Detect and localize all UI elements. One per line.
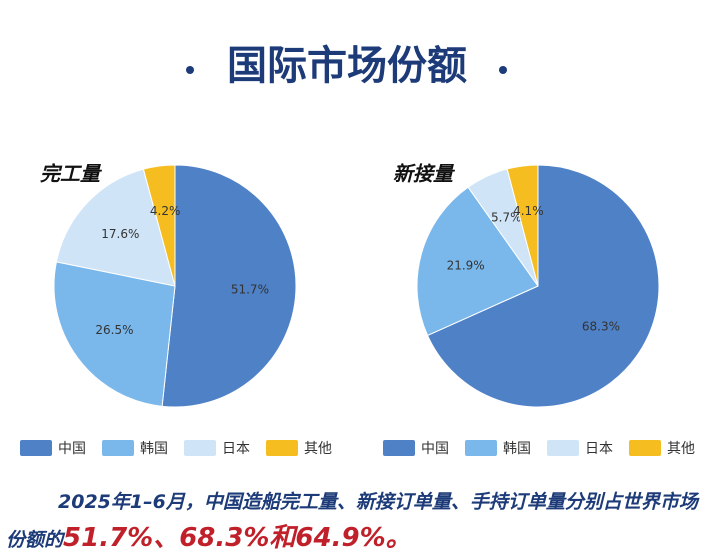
value-label: 51.7% [231, 283, 269, 297]
pie-slice [142, 164, 176, 287]
pie-slice [416, 186, 539, 337]
pie-slice [55, 168, 176, 287]
pie-slice [426, 164, 660, 408]
legend-swatch [184, 440, 216, 456]
chart: 国际市场份额 完工量 51.7% 26.5% 17.6% 4.2% 中国 韩国 日本 其他 新接量… [20, 43, 695, 457]
legend-label: 韩国 [503, 441, 531, 457]
legend-label: 日本 [222, 441, 250, 457]
value-label: 21.9% [447, 259, 485, 273]
legend-label: 中国 [58, 441, 86, 457]
title-dot [186, 66, 194, 74]
value-label: 68.3% [582, 319, 620, 333]
pie-slice [161, 164, 297, 408]
pie-slice [506, 164, 539, 287]
footnote-text: 2025年1–6月，中国造船完工量、新接订单量、手持订单量分别占世界市场份额的 [6, 491, 698, 551]
footnote: 2025年1–6月，中国造船完工量、新接订单量、手持订单量分别占世界市场份额的5… [6, 484, 710, 558]
value-label: 4.2% [150, 204, 181, 218]
legend-swatch [383, 440, 415, 456]
legend-label: 其他 [304, 441, 332, 457]
footnote-highlight: 51.7%、68.3%和64.9%。 [63, 523, 412, 553]
value-label: 26.5% [95, 323, 133, 337]
page-title: 国际市场份额 [227, 43, 467, 89]
pie-slice [53, 261, 176, 407]
legend-swatch [266, 440, 298, 456]
legend-swatch [102, 440, 134, 456]
legend-swatch [629, 440, 661, 456]
legend-label: 中国 [421, 441, 449, 457]
legend-swatch [465, 440, 497, 456]
legend-label: 日本 [585, 441, 613, 457]
legend-swatch [20, 440, 52, 456]
value-label: 17.6% [101, 227, 139, 241]
title-dot [499, 66, 507, 74]
value-label: 4.1% [513, 204, 544, 218]
chart-title: 完工量 [40, 162, 103, 186]
legend-label: 其他 [667, 441, 695, 457]
chart-title: 新接量 [393, 162, 456, 186]
legend-label: 韩国 [140, 441, 168, 457]
value-label: 5.7% [491, 211, 522, 225]
legend-swatch [547, 440, 579, 456]
